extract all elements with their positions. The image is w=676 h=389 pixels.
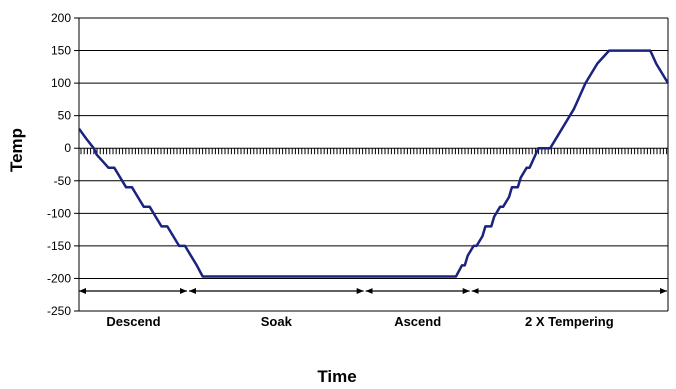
phase-label: Soak xyxy=(261,314,293,329)
y-tick-label: 50 xyxy=(58,109,72,123)
series-layer xyxy=(77,49,670,278)
y-tick-label: -200 xyxy=(47,271,71,285)
x-axis-title: Time xyxy=(317,367,356,386)
phase-label: Descend xyxy=(106,314,160,329)
y-axis-title: Temp xyxy=(7,128,26,172)
y-tick-label: 0 xyxy=(64,141,71,155)
zero-axis-ticks xyxy=(80,148,668,155)
phase-label: Ascend xyxy=(394,314,441,329)
gridlines xyxy=(74,17,669,312)
y-tick-label: 150 xyxy=(51,44,71,58)
y-tick-label: -250 xyxy=(47,304,71,318)
y-tick-label: 200 xyxy=(51,11,71,25)
y-tick-label: -150 xyxy=(47,239,71,253)
y-tick-label: -100 xyxy=(47,206,71,220)
series-line xyxy=(77,49,670,278)
y-tick-labels: 200 150 100 50 0 -50 -100 -150 -200 -250 xyxy=(47,11,71,318)
phase-label: 2 X Tempering xyxy=(525,314,614,329)
phase-annotations: Descend Soak Ascend 2 X Tempering xyxy=(79,288,667,329)
y-tick-label: 100 xyxy=(51,76,71,90)
y-tick-label: -50 xyxy=(54,174,72,188)
